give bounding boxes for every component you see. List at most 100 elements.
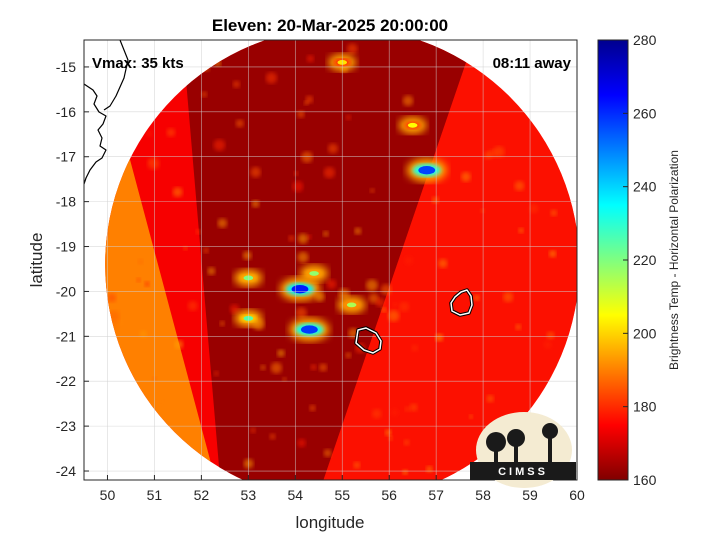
brightness-temp-heatmap: [105, 40, 577, 480]
logo-band: [470, 462, 576, 480]
speckle: [369, 188, 375, 194]
x-tick-label: 56: [381, 487, 397, 503]
speckle: [232, 80, 240, 88]
speckle: [503, 291, 514, 303]
speckle: [435, 333, 444, 342]
madagascar-coast-north: [103, 40, 129, 111]
y-tick-label: -20: [56, 283, 76, 299]
speckle: [354, 227, 362, 235]
speckle: [136, 277, 141, 283]
speckle: [195, 229, 201, 235]
speckle: [297, 251, 309, 263]
swath-central-band: [182, 40, 474, 480]
speckle: [380, 284, 392, 295]
x-tick-label: 58: [475, 487, 491, 503]
speckle: [326, 279, 337, 290]
speckle: [345, 352, 352, 359]
swath-right-region: [323, 40, 577, 480]
x-tick-label: 51: [147, 487, 163, 503]
speckle: [546, 331, 555, 340]
speckle: [297, 233, 309, 244]
speckle: [323, 166, 336, 179]
colorbar-tick-label: 280: [633, 32, 657, 48]
speckle: [137, 258, 144, 265]
speckle: [187, 300, 198, 311]
speckle: [518, 227, 524, 234]
x-tick-label: 53: [241, 487, 257, 503]
x-tick-label: 57: [428, 487, 444, 503]
speckle: [213, 139, 226, 151]
speckle: [144, 281, 150, 287]
speckle: [217, 218, 228, 229]
colorbar-ticks: 280 260 240 220 200 180 160: [623, 32, 657, 488]
speckle: [371, 408, 382, 419]
speckle: [392, 302, 398, 308]
speckle: [306, 234, 312, 240]
speckle: [297, 438, 306, 448]
speckle: [486, 394, 494, 403]
speckle: [270, 362, 283, 374]
speckle: [107, 293, 117, 303]
speckle: [156, 399, 165, 408]
logo-dish-stand-left: [494, 448, 498, 462]
speckle: [323, 449, 332, 458]
speckle: [166, 128, 176, 137]
speckle: [229, 304, 240, 314]
speckle: [488, 149, 498, 158]
colorbar-tick-label: 220: [633, 252, 657, 268]
vmax-annotation: Vmax: 35 kts: [92, 55, 184, 72]
colorbar-tick-label: 160: [633, 472, 657, 488]
speckle: [147, 157, 160, 170]
speckle: [269, 433, 276, 440]
speckle: [338, 288, 350, 300]
speckle: [345, 114, 352, 121]
speckle: [411, 344, 419, 352]
logo-text: CIMSS: [498, 466, 548, 478]
y-tick-label: -22: [56, 373, 76, 389]
x-tick-label: 55: [334, 487, 350, 503]
speckle: [431, 196, 439, 204]
speckle: [277, 349, 285, 357]
reunion-island-inner: [355, 327, 382, 354]
speckle: [303, 100, 309, 106]
speckle: [353, 461, 361, 469]
speckle: [183, 245, 188, 251]
speckle: [213, 370, 219, 377]
speckle: [399, 301, 410, 312]
speckle: [528, 203, 539, 214]
colorbar-tick-label: 180: [633, 399, 657, 415]
speckle: [207, 267, 216, 276]
grid-lines: [84, 40, 577, 480]
logo-dish-stand-right: [514, 444, 518, 462]
speckle: [404, 406, 410, 412]
convective-cell-core: [418, 166, 436, 175]
logo-water-tower-leg: [548, 437, 552, 462]
speckle: [242, 251, 252, 260]
convective-cell-core: [346, 302, 357, 308]
speckle: [514, 180, 525, 191]
y-tick-label: -16: [56, 104, 76, 120]
x-tick-label: 52: [194, 487, 210, 503]
speckle: [388, 435, 393, 441]
speckle: [375, 297, 385, 307]
y-tick-label: -24: [56, 463, 76, 479]
speckle: [288, 235, 295, 242]
speckle: [327, 143, 339, 154]
x-tick-label: 50: [100, 487, 116, 503]
colorbar-tick-label: 200: [633, 325, 657, 341]
x-tick-label: 60: [569, 487, 585, 503]
x-tick-label: 54: [287, 487, 303, 503]
colorbar-label: Brightness Temp - Horizontal Polarizatio…: [667, 150, 681, 370]
convective-cell-core: [407, 122, 418, 128]
speckle: [201, 91, 208, 98]
convective-cell-core: [300, 325, 318, 334]
speckle: [515, 324, 522, 331]
speckle: [404, 255, 414, 266]
speckle: [306, 55, 315, 63]
madagascar-coast: [84, 83, 107, 185]
speckle: [292, 180, 304, 192]
colorbar: 280 260 240 220 200 180 160 Brightness Temp - …: [597, 32, 681, 488]
speckle: [480, 208, 485, 213]
x-axis-ticks: 50 51 52 53 54 55 56 57 58 59 60: [100, 475, 585, 503]
